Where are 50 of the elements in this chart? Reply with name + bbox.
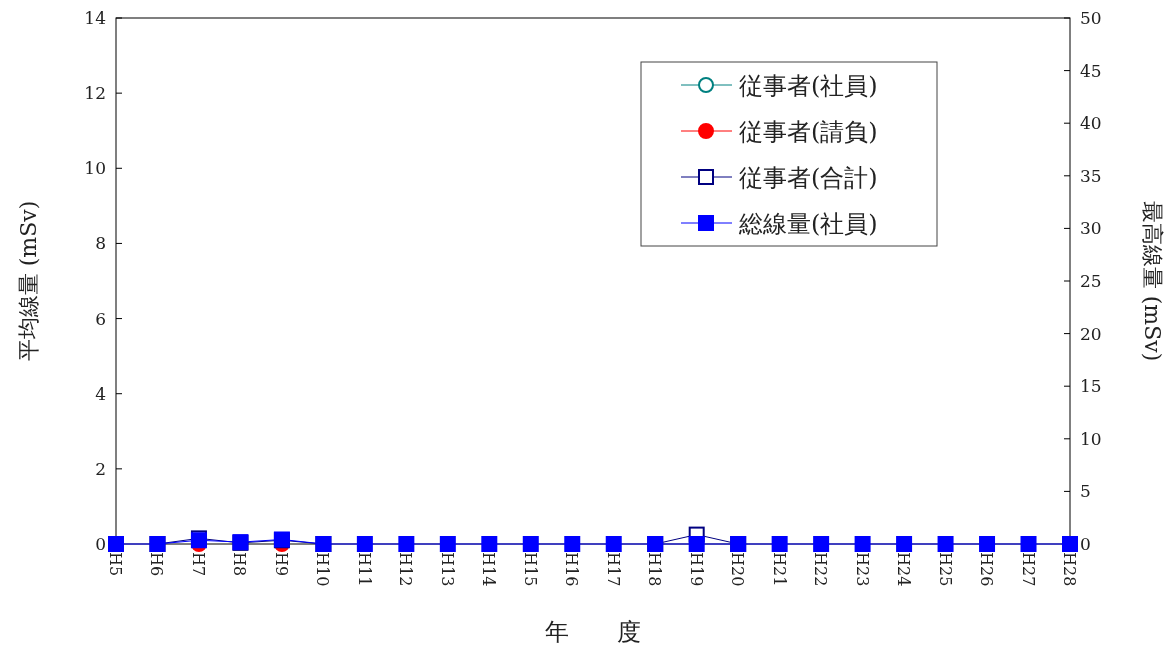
x-tick-label: H25 [935,552,955,587]
x-tick-label: H22 [811,552,831,587]
x-tick-label: H16 [562,552,582,587]
legend-label: 総線量(社員) [738,210,878,238]
y2-axis-title: 最高線量 (mSv) [1140,200,1165,362]
y-tick-label: 8 [95,233,106,254]
legend-label: 従事者(請負) [739,118,878,146]
x-tick-label: H23 [852,552,872,587]
x-tick-label: H17 [603,552,623,587]
y2-tick-label: 15 [1080,376,1102,397]
x-tick-label: H21 [769,552,789,587]
y-tick-label: 0 [95,534,106,554]
x-tick-label: H19 [686,552,706,587]
y2-tick-label: 35 [1080,165,1102,186]
y2-tick-label: 50 [1080,8,1102,28]
x-tick-label: H14 [479,552,499,587]
x-tick-label: H12 [396,552,416,587]
y2-tick-label: 25 [1080,271,1102,291]
y-tick-label: 14 [84,8,106,28]
y2-tick-label: 0 [1080,534,1091,554]
x-tick-label: H8 [230,552,250,577]
legend-label: 従事者(合計) [739,164,878,192]
x-tick-label: H5 [106,552,125,577]
x-tick-label: H9 [271,552,291,577]
x-tick-label: H28 [1060,552,1079,587]
y2-tick-label: 30 [1080,218,1102,239]
x-tick-label: H10 [313,552,333,587]
x-tick-label: H18 [645,552,665,587]
x-tick-label: H20 [728,552,748,587]
x-tick-label: H13 [437,552,457,587]
y2-tick-label: 45 [1080,60,1102,81]
legend-label: 従事者(社員) [739,72,878,100]
x-tick-label: H15 [520,552,540,587]
x-tick-label: H24 [894,552,914,587]
y-axis-title: 平均線量 (mSv) [16,200,41,362]
x-tick-label: H7 [188,552,208,577]
x-axis-title: 年 度 [545,618,641,646]
x-tick-label: H11 [354,552,374,587]
y-tick-label: 2 [95,458,106,479]
y-tick-label: 4 [95,383,106,404]
y2-tick-label: 10 [1080,428,1102,449]
y2-tick-label: 5 [1080,481,1091,502]
y2-tick-label: 20 [1080,323,1102,344]
x-tick-label: H26 [977,552,997,587]
y2-tick-label: 40 [1080,113,1102,134]
x-tick-label: H6 [147,552,167,577]
x-tick-label: H27 [1018,552,1038,587]
y-tick-label: 10 [84,158,106,179]
y-tick-label: 12 [84,83,106,104]
y-tick-label: 6 [95,308,106,329]
